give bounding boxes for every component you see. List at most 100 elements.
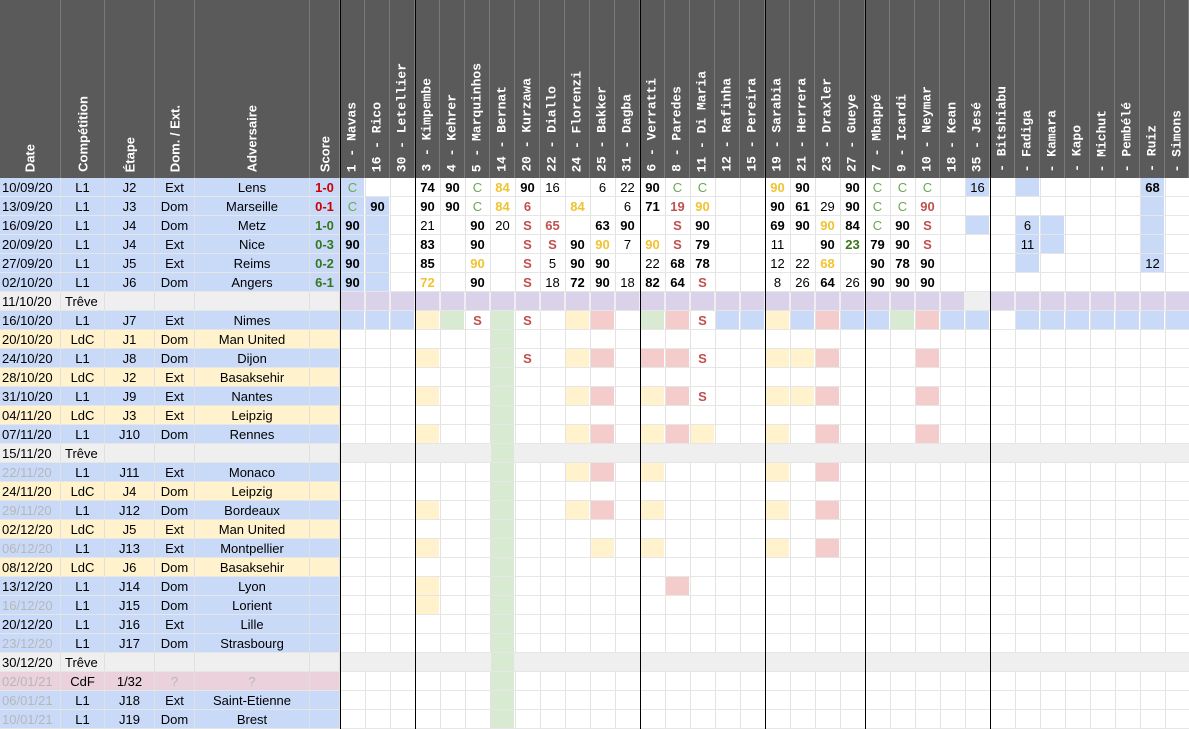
player-cell[interactable]: 90	[341, 273, 364, 292]
player-cell[interactable]: 90	[520, 180, 535, 195]
player-cell[interactable]	[1141, 235, 1164, 254]
player-cell[interactable]	[416, 311, 439, 330]
player-cell[interactable]	[391, 311, 414, 330]
player-cell[interactable]	[416, 577, 439, 596]
player-cell[interactable]	[1091, 311, 1114, 330]
player-cell[interactable]: 29	[820, 199, 835, 214]
opponent-cell[interactable]: Marseille	[195, 197, 310, 216]
stage-cell[interactable]: J19	[105, 710, 155, 729]
player-cell[interactable]: 90	[920, 199, 935, 214]
player-cell[interactable]: 65	[545, 218, 560, 233]
player-cell[interactable]: 90	[870, 256, 885, 271]
player-cell[interactable]	[966, 311, 989, 330]
score-cell[interactable]	[310, 577, 340, 596]
venue-cell[interactable]	[155, 292, 195, 311]
venue-cell[interactable]: Ext	[155, 254, 195, 273]
player-cell[interactable]	[641, 501, 664, 520]
player-cell[interactable]	[566, 501, 589, 520]
player-header-11[interactable]: 25 - Bakker	[590, 0, 615, 178]
player-cell[interactable]: 19	[670, 199, 685, 214]
date-cell[interactable]: 20/12/20	[0, 615, 61, 634]
venue-cell[interactable]: Dom	[155, 501, 195, 520]
player-cell[interactable]: 63	[595, 218, 610, 233]
player-cell[interactable]	[816, 425, 839, 444]
player-cell[interactable]: 12	[1141, 254, 1164, 273]
venue-cell[interactable]: Ext	[155, 539, 195, 558]
venue-cell[interactable]: Dom	[155, 197, 195, 216]
player-cell[interactable]	[416, 425, 439, 444]
player-cell[interactable]: 78	[695, 256, 710, 271]
player-cell[interactable]: S	[923, 218, 932, 233]
player-cell[interactable]: 90	[470, 256, 485, 271]
stage-cell[interactable]: J3	[105, 406, 155, 425]
date-cell[interactable]: 06/12/20	[0, 539, 61, 558]
opponent-cell[interactable]: Basaksehir	[195, 558, 310, 577]
stage-cell[interactable]: J10	[105, 425, 155, 444]
score-cell[interactable]: 1-0	[310, 216, 340, 235]
player-cell[interactable]	[691, 425, 714, 444]
score-cell[interactable]	[310, 615, 340, 634]
player-header-18[interactable]: 19 - Sarabia	[765, 0, 790, 178]
player-cell[interactable]	[1041, 216, 1064, 235]
player-cell[interactable]	[966, 216, 989, 235]
player-cell[interactable]	[791, 311, 814, 330]
player-cell[interactable]: 90	[895, 218, 910, 233]
player-cell[interactable]	[1016, 254, 1039, 273]
stage-cell[interactable]	[105, 653, 155, 672]
player-cell[interactable]: C	[872, 218, 883, 233]
player-cell[interactable]: 20	[495, 218, 510, 233]
player-cell[interactable]	[1016, 178, 1039, 197]
player-cell[interactable]: 22	[795, 256, 810, 271]
competition-cell[interactable]: L1	[61, 710, 105, 729]
stage-cell[interactable]	[105, 444, 155, 463]
stage-cell[interactable]: J8	[105, 349, 155, 368]
date-cell[interactable]: 20/09/20	[0, 235, 61, 254]
date-cell[interactable]: 30/12/20	[0, 653, 61, 672]
player-cell[interactable]	[641, 425, 664, 444]
venue-cell[interactable]: Ext	[155, 406, 195, 425]
player-cell[interactable]	[641, 463, 664, 482]
player-header-23[interactable]: 9 - Icardi	[890, 0, 915, 178]
player-cell[interactable]: 6	[598, 180, 607, 195]
player-cell[interactable]	[491, 425, 514, 444]
competition-cell[interactable]: L1	[61, 273, 105, 292]
player-cell[interactable]: 8	[773, 275, 782, 290]
player-cell[interactable]	[566, 311, 589, 330]
player-cell[interactable]	[1116, 311, 1139, 330]
player-cell[interactable]: 78	[895, 256, 910, 271]
date-cell[interactable]: 24/11/20	[0, 482, 61, 501]
stage-cell[interactable]: J6	[105, 558, 155, 577]
player-cell[interactable]: 90	[695, 199, 710, 214]
player-cell[interactable]: 16	[545, 180, 560, 195]
player-cell[interactable]: S	[523, 275, 532, 290]
player-cell[interactable]	[1141, 311, 1164, 330]
player-cell[interactable]: C	[672, 180, 683, 195]
player-header-2[interactable]: 16 - Rico	[365, 0, 390, 178]
opponent-cell[interactable]: Dijon	[195, 349, 310, 368]
competition-cell[interactable]: L1	[61, 235, 105, 254]
column-header-5[interactable]: Adversaire	[195, 0, 310, 178]
player-header-6[interactable]: 5 - Marquinhos	[465, 0, 490, 178]
player-cell[interactable]	[491, 539, 514, 558]
date-cell[interactable]: 11/10/20	[0, 292, 61, 311]
venue-cell[interactable]: Ext	[155, 615, 195, 634]
venue-cell[interactable]	[155, 444, 195, 463]
stage-cell[interactable]: J1	[105, 330, 155, 349]
stage-cell[interactable]: J17	[105, 634, 155, 653]
player-cell[interactable]: 90	[570, 256, 585, 271]
player-cell[interactable]: 90	[620, 218, 635, 233]
player-cell[interactable]	[916, 349, 939, 368]
venue-cell[interactable]: Dom	[155, 425, 195, 444]
player-cell[interactable]: 90	[341, 216, 364, 235]
player-cell[interactable]: 22	[620, 180, 635, 195]
player-cell[interactable]	[766, 311, 789, 330]
venue-cell[interactable]: Ext	[155, 691, 195, 710]
player-cell[interactable]: 90	[920, 256, 935, 271]
player-cell[interactable]: 79	[695, 237, 710, 252]
player-cell[interactable]	[816, 311, 839, 330]
date-cell[interactable]: 16/12/20	[0, 596, 61, 615]
player-cell[interactable]: S	[523, 218, 532, 233]
player-cell[interactable]: 6	[1016, 216, 1039, 235]
player-cell[interactable]: 90	[770, 199, 785, 214]
player-cell[interactable]	[816, 349, 839, 368]
